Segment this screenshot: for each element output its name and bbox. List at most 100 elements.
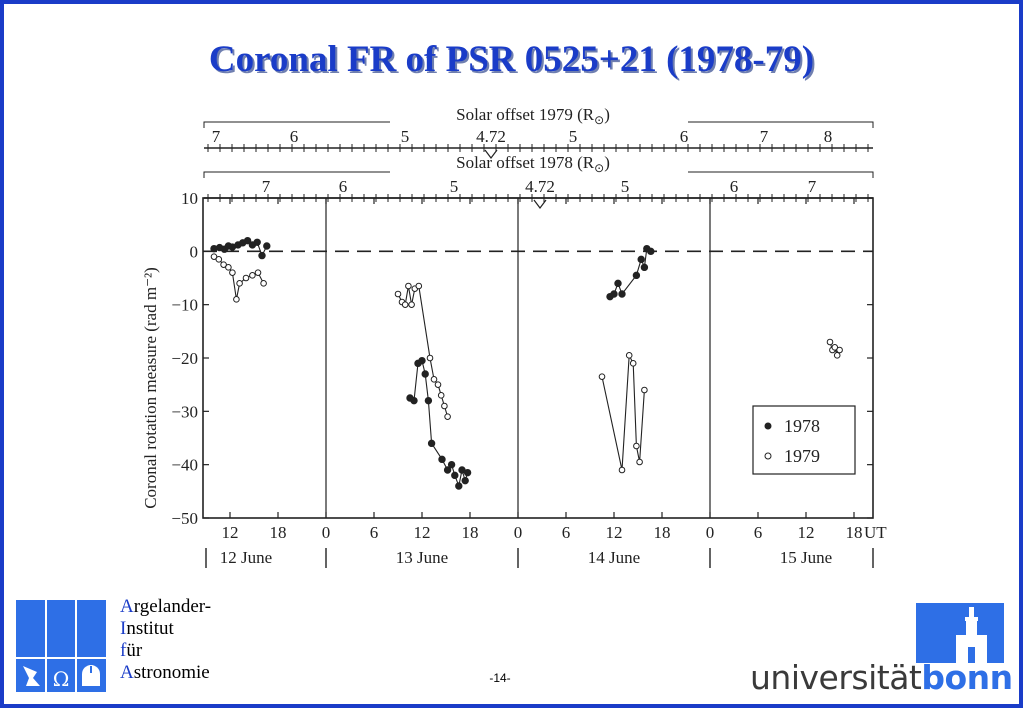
data-point-1979 bbox=[437, 392, 445, 399]
data-point-1979 bbox=[260, 280, 267, 287]
chart-legend: 1978 1979 bbox=[752, 405, 856, 475]
legend-marker-1978 bbox=[764, 422, 772, 430]
solar-offset-1978-tick-label: 7 bbox=[808, 177, 817, 196]
data-series bbox=[210, 236, 843, 490]
data-point-1978 bbox=[253, 238, 261, 246]
page-number: -14- bbox=[489, 671, 511, 685]
data-point-1978 bbox=[637, 255, 645, 264]
x-tick-label: 12 bbox=[222, 523, 239, 542]
university-wordmark: universitätbonn bbox=[750, 658, 1013, 698]
x-tick-label: 0 bbox=[706, 523, 715, 542]
data-point-1979 bbox=[236, 280, 243, 287]
institute-initial-2: I bbox=[120, 618, 127, 639]
data-point-1979 bbox=[426, 354, 434, 362]
solar-offset-1979-tick-label: 4.72 bbox=[476, 127, 506, 146]
data-point-1979 bbox=[434, 381, 442, 388]
y-tick-label: −10 bbox=[171, 296, 198, 315]
data-point-1978 bbox=[632, 271, 641, 280]
data-point-1979 bbox=[836, 346, 843, 354]
institute-rest-4: stronomie bbox=[133, 662, 210, 683]
data-point-1978 bbox=[258, 251, 266, 260]
institute-name: Argelander- Institut für Astronomie bbox=[120, 596, 211, 684]
data-point-1978 bbox=[447, 460, 456, 469]
data-point-1978 bbox=[618, 290, 626, 298]
solar-offset-1979-close: ) bbox=[604, 105, 610, 124]
solar-offset-1978-tick-label: 6 bbox=[730, 177, 739, 196]
data-point-1979 bbox=[641, 386, 648, 394]
day-label: 15 June bbox=[780, 548, 832, 567]
sun-symbol-1978: ⊙ bbox=[594, 161, 604, 175]
institute-line-3: für bbox=[120, 640, 211, 662]
solar-offset-1979-tick-label: 5 bbox=[401, 127, 410, 146]
chart-figure: Solar offset 1979 (R⊙) Solar offset 1978… bbox=[128, 88, 916, 600]
data-point-1978 bbox=[614, 279, 622, 288]
institute-logo: Ω bbox=[16, 600, 106, 692]
data-point-1978 bbox=[443, 466, 452, 474]
university-building-icon bbox=[956, 607, 987, 663]
data-point-1979 bbox=[210, 253, 218, 260]
data-point-1978 bbox=[647, 247, 655, 256]
solar-offset-1978-tick-label: 5 bbox=[621, 177, 630, 196]
solar-offset-1979-min-marker bbox=[484, 149, 498, 159]
x-tick-label: 12 bbox=[606, 523, 623, 542]
x-tick-label: 6 bbox=[370, 523, 379, 542]
rotation-measure-chart: Solar offset 1979 (R⊙) Solar offset 1978… bbox=[141, 105, 887, 568]
university-word-plain: universität bbox=[750, 658, 922, 697]
data-point-1978 bbox=[427, 439, 436, 448]
x-tick-label: 18 bbox=[654, 523, 671, 542]
data-point-1978 bbox=[438, 455, 446, 464]
x-tick-label: 12 bbox=[414, 523, 431, 542]
data-point-1978 bbox=[455, 482, 463, 490]
institute-line-1: Argelander- bbox=[120, 596, 211, 618]
legend-marker-1979 bbox=[764, 452, 772, 460]
university-mark bbox=[916, 603, 1004, 663]
data-point-1978 bbox=[410, 396, 418, 405]
solar-offset-1979-tick-label: 5 bbox=[569, 127, 578, 146]
x-tick-label: 18 bbox=[270, 523, 287, 542]
data-point-1979 bbox=[254, 269, 262, 276]
data-point-1979 bbox=[833, 352, 841, 359]
institute-line-2: Institut bbox=[120, 618, 211, 640]
data-point-1979 bbox=[394, 290, 402, 298]
day-label: 13 June bbox=[396, 548, 448, 567]
data-point-1979 bbox=[401, 301, 409, 308]
institute-initial-4: A bbox=[120, 662, 134, 683]
institute-rest-2: nstitut bbox=[126, 618, 174, 639]
series-line-1978 bbox=[609, 247, 652, 298]
data-point-1979 bbox=[598, 373, 606, 380]
data-point-1979 bbox=[408, 301, 415, 308]
solar-offset-1979-tick-label: 6 bbox=[680, 127, 689, 146]
series-line-1978 bbox=[409, 359, 469, 488]
legend-label: 1978 bbox=[784, 416, 820, 436]
solar-offset-1978-text: Solar offset 1978 (R bbox=[456, 153, 595, 172]
data-point-1978 bbox=[243, 236, 252, 245]
solar-offset-1979-tick-label: 6 bbox=[290, 127, 299, 146]
series-line-1979 bbox=[601, 353, 645, 471]
institute-rest-1: rgelander- bbox=[133, 596, 212, 617]
data-point-1979 bbox=[220, 261, 227, 268]
x-tick-label: 18 bbox=[462, 523, 479, 542]
institute-initial-3: f bbox=[120, 640, 127, 661]
institute-initial-1: A bbox=[120, 596, 134, 617]
data-point-1978 bbox=[421, 370, 429, 378]
data-point-1979 bbox=[405, 282, 412, 290]
solar-offset-1978-bracket-left bbox=[203, 171, 390, 178]
solar-offset-1978-tick-label: 6 bbox=[339, 177, 348, 196]
data-point-1979 bbox=[233, 296, 240, 303]
slide-title: Coronal FR of PSR 0525+21 (1978-79) bbox=[208, 39, 815, 80]
solar-offset-1979-bracket-right bbox=[688, 121, 874, 128]
sun-symbol-1979: ⊙ bbox=[594, 113, 604, 127]
solar-offset-1979-tick-label: 8 bbox=[824, 127, 833, 146]
data-point-1978 bbox=[263, 242, 271, 250]
plot-area: 10 0 −10 −20 −30 −40 −50 12 18 0 6 12 18 0 6 12 18 0 6 12 18… bbox=[171, 189, 887, 568]
data-point-1979 bbox=[225, 264, 232, 271]
institute-rest-3: ür bbox=[126, 640, 143, 661]
data-point-1979 bbox=[636, 458, 643, 466]
y-axis-label: Coronal rotation measure (rad m⁻²) bbox=[141, 267, 160, 509]
data-point-1978 bbox=[461, 476, 469, 485]
y-tick-label: 10 bbox=[181, 189, 198, 208]
data-point-1979 bbox=[618, 466, 626, 474]
solar-offset-1978-min-marker bbox=[533, 199, 547, 209]
data-point-1979 bbox=[229, 269, 236, 276]
data-point-1979 bbox=[441, 402, 448, 410]
